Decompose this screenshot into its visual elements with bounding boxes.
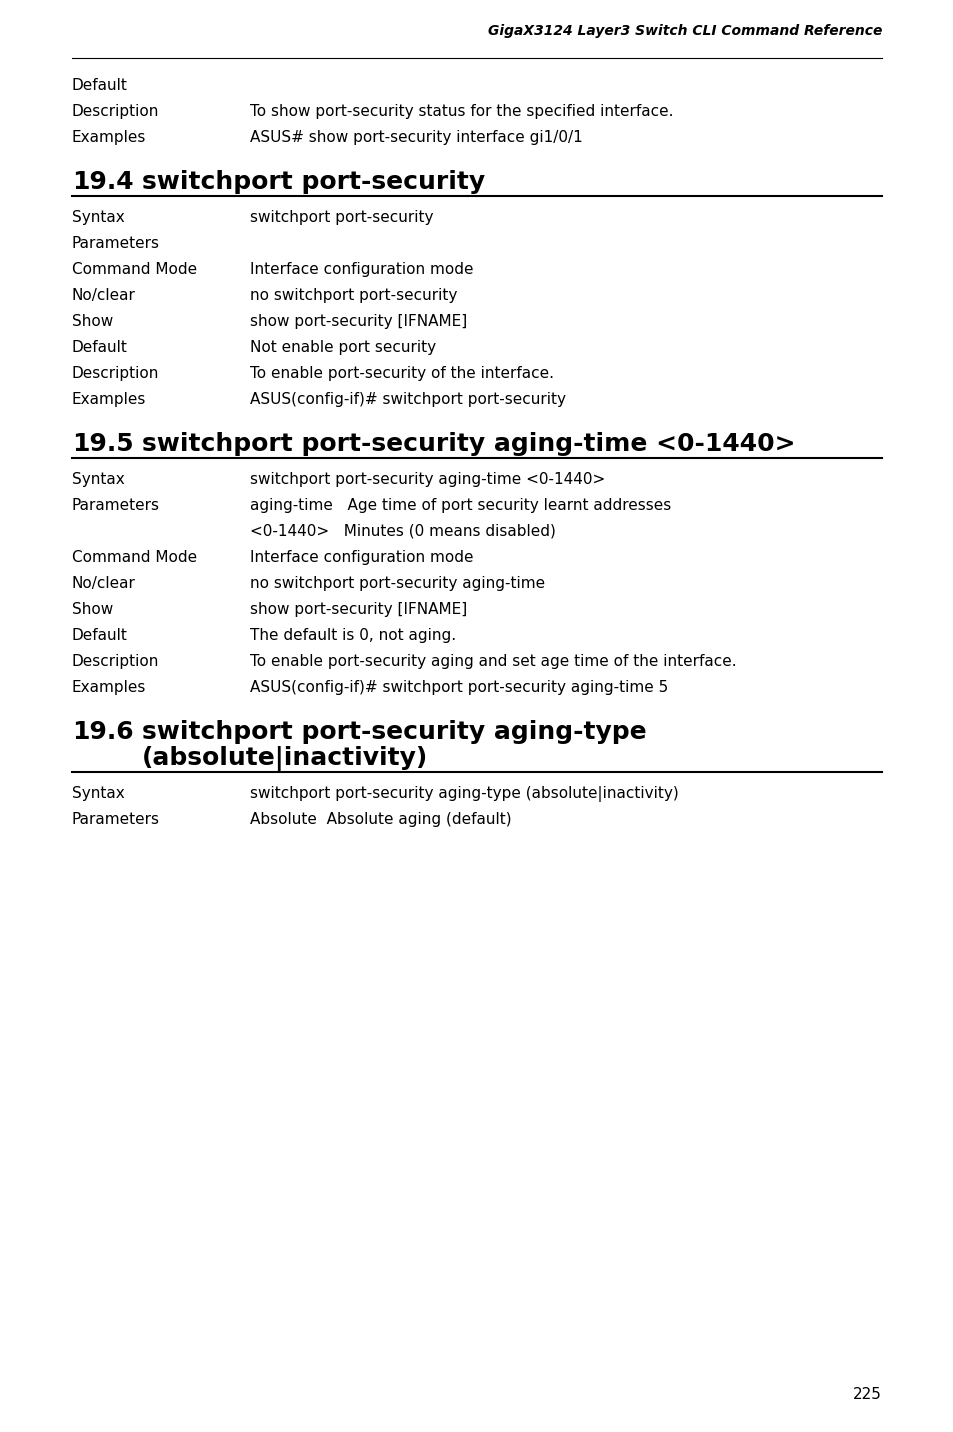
- Text: To show port-security status for the specified interface.: To show port-security status for the spe…: [250, 105, 673, 119]
- Text: Show: Show: [71, 601, 113, 617]
- Text: Syntax: Syntax: [71, 211, 125, 225]
- Text: GigaX3124 Layer3 Switch CLI Command Reference: GigaX3124 Layer3 Switch CLI Command Refe…: [487, 24, 882, 39]
- Text: Description: Description: [71, 367, 159, 381]
- Text: switchport port-security: switchport port-security: [142, 170, 485, 193]
- Text: ASUS(config-if)# switchport port-security aging-time 5: ASUS(config-if)# switchport port-securit…: [250, 680, 667, 695]
- Text: Parameters: Parameters: [71, 236, 160, 251]
- Text: The default is 0, not aging.: The default is 0, not aging.: [250, 629, 456, 643]
- Text: Interface configuration mode: Interface configuration mode: [250, 262, 473, 276]
- Text: aging-time   Age time of port security learnt addresses: aging-time Age time of port security lea…: [250, 498, 671, 513]
- Text: Default: Default: [71, 77, 128, 93]
- Text: switchport port-security aging-type (absolute|inactivity): switchport port-security aging-type (abs…: [250, 786, 678, 802]
- Text: show port-security [IFNAME]: show port-security [IFNAME]: [250, 601, 467, 617]
- Text: 19.5: 19.5: [71, 432, 133, 455]
- Text: Command Mode: Command Mode: [71, 550, 197, 566]
- Text: ASUS(config-if)# switchport port-security: ASUS(config-if)# switchport port-securit…: [250, 392, 565, 407]
- Text: 225: 225: [852, 1388, 882, 1402]
- Text: switchport port-security aging-type: switchport port-security aging-type: [142, 720, 646, 745]
- Text: Absolute  Absolute aging (default): Absolute Absolute aging (default): [250, 812, 511, 828]
- Text: switchport port-security aging-time <0-1440>: switchport port-security aging-time <0-1…: [142, 432, 795, 455]
- Text: Syntax: Syntax: [71, 786, 125, 800]
- Text: Description: Description: [71, 105, 159, 119]
- Text: switchport port-security aging-time <0-1440>: switchport port-security aging-time <0-1…: [250, 473, 604, 487]
- Text: Command Mode: Command Mode: [71, 262, 197, 276]
- Text: Default: Default: [71, 339, 128, 355]
- Text: no switchport port-security: no switchport port-security: [250, 288, 456, 304]
- Text: Parameters: Parameters: [71, 498, 160, 513]
- Text: (absolute|inactivity): (absolute|inactivity): [142, 746, 428, 770]
- Text: No/clear: No/clear: [71, 288, 135, 304]
- Text: Examples: Examples: [71, 130, 146, 145]
- Text: Default: Default: [71, 629, 128, 643]
- Text: Interface configuration mode: Interface configuration mode: [250, 550, 473, 566]
- Text: no switchport port-security aging-time: no switchport port-security aging-time: [250, 576, 544, 591]
- Text: ASUS# show port-security interface gi1/0/1: ASUS# show port-security interface gi1/0…: [250, 130, 582, 145]
- Text: 19.6: 19.6: [71, 720, 133, 745]
- Text: <0-1440>   Minutes (0 means disabled): <0-1440> Minutes (0 means disabled): [250, 524, 556, 538]
- Text: Show: Show: [71, 314, 113, 329]
- Text: Examples: Examples: [71, 392, 146, 407]
- Text: To enable port-security of the interface.: To enable port-security of the interface…: [250, 367, 554, 381]
- Text: Syntax: Syntax: [71, 473, 125, 487]
- Text: Parameters: Parameters: [71, 812, 160, 828]
- Text: No/clear: No/clear: [71, 576, 135, 591]
- Text: Description: Description: [71, 654, 159, 669]
- Text: show port-security [IFNAME]: show port-security [IFNAME]: [250, 314, 467, 329]
- Text: 19.4: 19.4: [71, 170, 133, 193]
- Text: switchport port-security: switchport port-security: [250, 211, 433, 225]
- Text: To enable port-security aging and set age time of the interface.: To enable port-security aging and set ag…: [250, 654, 736, 669]
- Text: Not enable port security: Not enable port security: [250, 339, 436, 355]
- Text: Examples: Examples: [71, 680, 146, 695]
